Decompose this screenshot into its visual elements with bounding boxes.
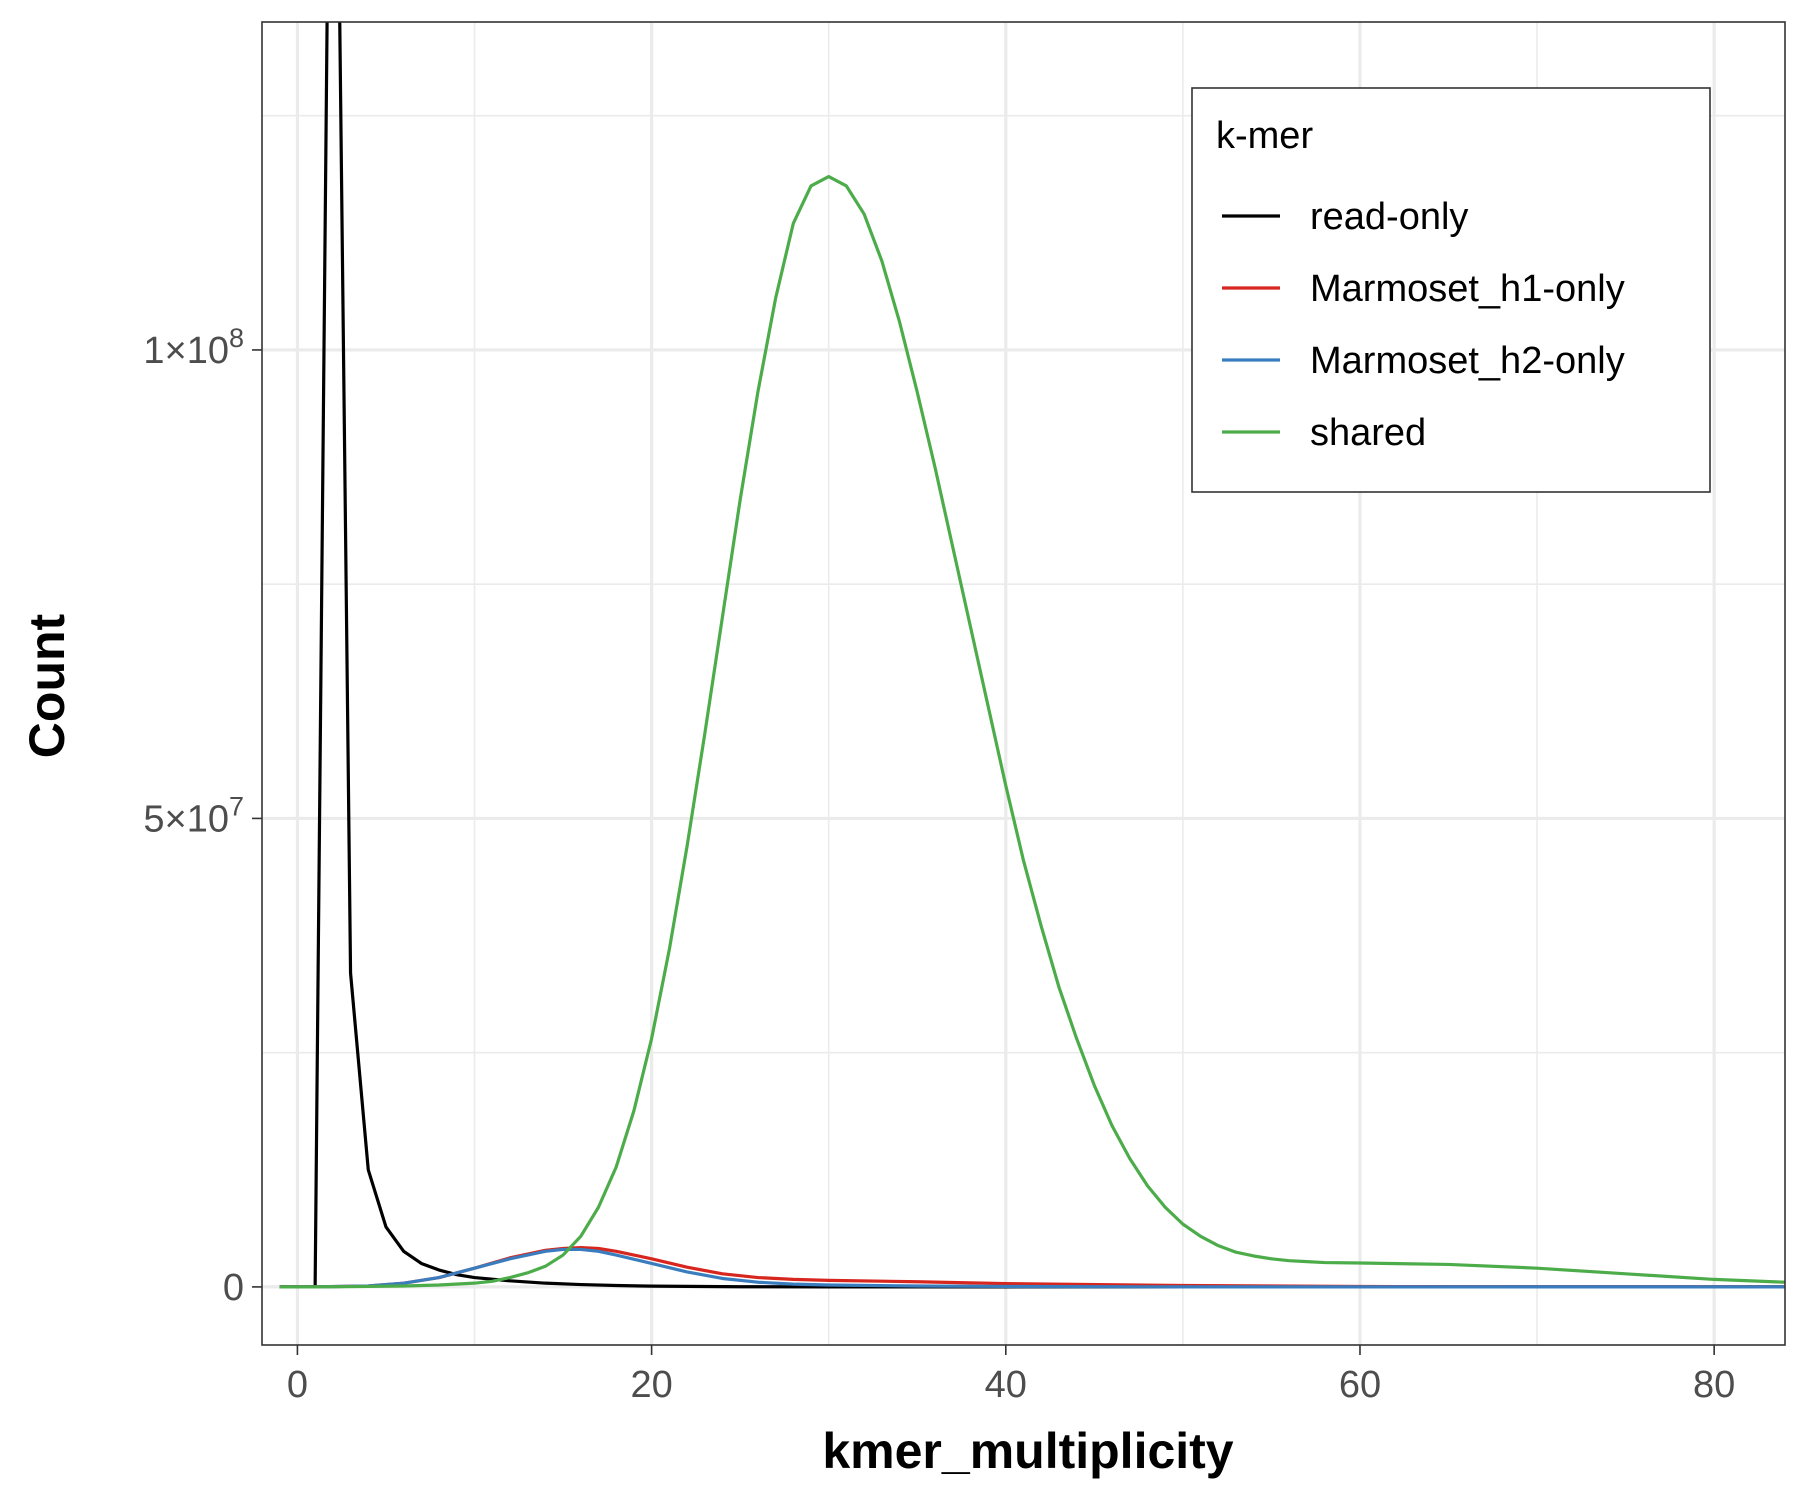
x-tick-label: 60: [1339, 1364, 1381, 1406]
y-axis-title: Count: [19, 613, 75, 758]
series-layer: [279, 22, 1785, 1289]
legend-label-marmoset-h2-only: Marmoset_h2-only: [1310, 340, 1625, 382]
legend-label-shared: shared: [1310, 412, 1426, 454]
series-line-shared: [279, 175, 1785, 1289]
legend-label-marmoset-h1-only: Marmoset_h1-only: [1310, 268, 1625, 310]
x-tick-label: 80: [1693, 1364, 1735, 1406]
series-line-marmoset-h2-only: [279, 1247, 1785, 1289]
x-tick-label: 0: [287, 1364, 308, 1406]
x-axis-title: kmer_multiplicity: [822, 1423, 1233, 1479]
x-tick-label: 40: [985, 1364, 1027, 1406]
legend-title: k-mer: [1216, 115, 1313, 157]
panel-border: [261, 21, 1786, 1346]
legend-label-read-only: read-only: [1310, 196, 1468, 238]
y-tick-label: 0: [223, 1267, 244, 1309]
y-tick-label: 5×107: [143, 791, 244, 840]
legend-box: [1191, 87, 1711, 493]
x-tick-label: 20: [630, 1364, 672, 1406]
y-tick-label: 1×108: [143, 323, 244, 372]
legend: k-mer read-only Marmoset_h1-only Marmoset_h…: [1191, 87, 1711, 493]
